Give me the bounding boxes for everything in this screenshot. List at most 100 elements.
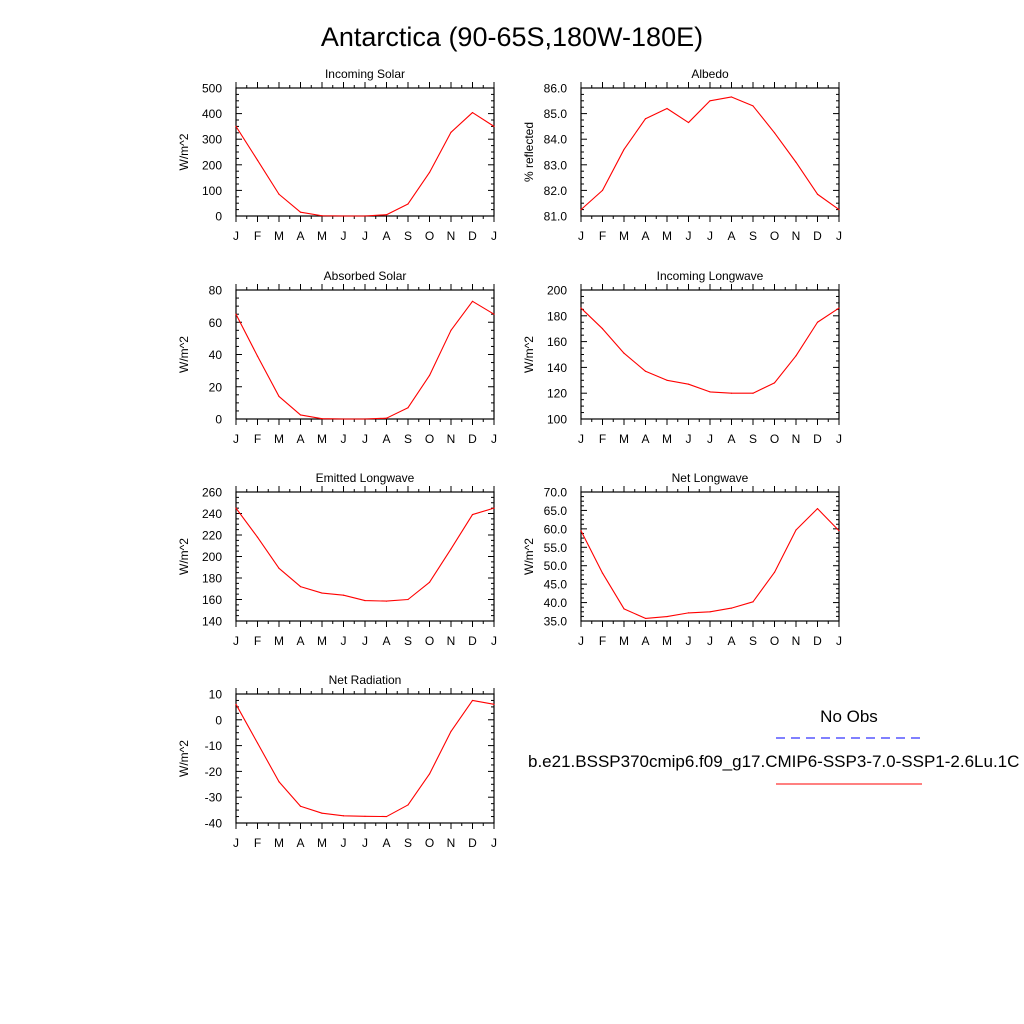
absorbed-solar-xtick-label: J: [233, 432, 239, 446]
incoming-solar-point: [321, 215, 323, 217]
net-longwave-ytick-label: 70.0: [544, 486, 568, 500]
absorbed-solar-point: [235, 313, 237, 315]
albedo-xtick-label: M: [619, 229, 629, 243]
incoming-solar-xtick-label: O: [425, 229, 434, 243]
albedo-ylabel: % reflected: [522, 122, 536, 182]
incoming-solar-point: [385, 214, 388, 216]
albedo-panel: J F M A M J J A S O N D J81.082.083.084.085.086.0Alb…: [522, 67, 842, 243]
albedo-series-line: [580, 96, 840, 211]
net-longwave-point: [580, 530, 582, 532]
absorbed-solar-xtick-label: S: [404, 432, 412, 446]
emitted-longwave-point: [471, 513, 474, 516]
absorbed-solar-point: [428, 374, 431, 377]
emitted-longwave-panel: J F M A M J J A S O N D J140160180200220240260Emitte…: [177, 471, 497, 648]
net-longwave-panel: J F M A M J J A S O N D J35.040.045.050.055.060.065.…: [522, 471, 842, 648]
emitted-longwave-xtick-label: A: [296, 634, 304, 648]
incoming-longwave-xtick-label: M: [619, 432, 629, 446]
absorbed-solar-xtick-label: M: [274, 432, 284, 446]
net-radiation-xtick-label: J: [341, 836, 347, 850]
incoming-longwave-ytick-label: 160: [547, 335, 567, 349]
absorbed-solar-ytick-label: 20: [209, 380, 223, 394]
net-longwave-ytick-label: 50.0: [544, 559, 568, 573]
incoming-solar-point: [364, 215, 366, 217]
incoming-solar-ytick-label: 100: [202, 184, 222, 198]
net-longwave-ylabel: W/m^2: [522, 538, 536, 575]
net-radiation-xtick-label: J: [362, 836, 368, 850]
albedo-point: [752, 105, 754, 107]
albedo-point: [623, 148, 625, 151]
net-radiation-xtick-label: M: [317, 836, 327, 850]
emitted-longwave-point: [493, 507, 495, 509]
emitted-longwave-ytick-label: 240: [202, 507, 222, 521]
incoming-solar-ytick-label: 500: [202, 82, 222, 96]
albedo-point: [816, 193, 819, 195]
absorbed-solar-point: [278, 395, 280, 398]
net-radiation-xtick-label: S: [404, 836, 412, 850]
emitted-longwave-point: [450, 548, 452, 550]
incoming-solar-point: [256, 159, 259, 161]
absorbed-solar-xtick-label: N: [447, 432, 456, 446]
net-longwave-xtick-label: J: [707, 634, 713, 648]
emitted-longwave-point: [278, 567, 280, 569]
net-radiation-point: [428, 773, 431, 775]
net-longwave-point: [773, 571, 776, 573]
net-radiation-frame: [235, 693, 495, 824]
incoming-longwave-ytick-label: 120: [547, 387, 567, 401]
incoming-solar-title: Incoming Solar: [325, 67, 405, 81]
emitted-longwave-xtick-label: J: [491, 634, 497, 648]
incoming-solar-xtick-label: J: [491, 229, 497, 243]
net-radiation-xtick-label: J: [233, 836, 239, 850]
incoming-longwave-point: [601, 328, 604, 330]
absorbed-solar-xtick-label: J: [341, 432, 347, 446]
incoming-longwave-point: [838, 307, 840, 309]
albedo-ytick-label: 81.0: [544, 210, 568, 224]
absorbed-solar-point: [364, 418, 366, 420]
emitted-longwave-ytick-label: 200: [202, 550, 222, 564]
incoming-solar-point: [471, 111, 474, 114]
emitted-longwave-point: [364, 599, 366, 602]
net-radiation-xtick-label: A: [382, 836, 390, 850]
net-radiation-point: [450, 730, 452, 733]
net-radiation-xtick-label: D: [468, 836, 477, 850]
net-longwave-point: [838, 530, 840, 532]
albedo-point: [580, 209, 582, 211]
albedo-xtick-label: O: [770, 229, 779, 243]
net-longwave-xtick-label: D: [813, 634, 822, 648]
incoming-solar-ytick-label: 300: [202, 133, 222, 147]
albedo-xtick-label: D: [813, 229, 822, 243]
net-radiation-point: [364, 815, 366, 817]
incoming-solar-ytick-label: 0: [215, 210, 222, 224]
net-longwave-point: [687, 612, 690, 614]
absorbed-solar-ylabel: W/m^2: [177, 336, 191, 373]
absorbed-solar-ytick-label: 40: [209, 348, 223, 362]
incoming-longwave-xtick-label: O: [770, 432, 779, 446]
legend-obs-label: No Obs: [820, 707, 878, 726]
albedo-xtick-label: S: [749, 229, 757, 243]
net-radiation-series-line: [235, 699, 495, 818]
absorbed-solar-xtick-label: F: [254, 432, 261, 446]
incoming-longwave-ylabel: W/m^2: [522, 336, 536, 373]
net-radiation-xtick-label: O: [425, 836, 434, 850]
incoming-longwave-series-line: [580, 307, 840, 394]
incoming-longwave-point: [730, 392, 733, 394]
albedo-point: [795, 161, 797, 163]
incoming-longwave-xtick-label: J: [707, 432, 713, 446]
incoming-longwave-xtick-label: N: [792, 432, 801, 446]
net-radiation-xtick-label: J: [491, 836, 497, 850]
albedo-xtick-label: N: [792, 229, 801, 243]
emitted-longwave-point: [342, 594, 345, 596]
incoming-longwave-point: [644, 370, 647, 372]
incoming-solar-series-line: [235, 112, 495, 217]
albedo-point: [644, 118, 647, 120]
net-longwave-point: [623, 608, 625, 610]
emitted-longwave-point: [256, 536, 259, 538]
incoming-longwave-point: [666, 379, 668, 381]
net-longwave-ytick-label: 40.0: [544, 596, 568, 610]
incoming-longwave-xtick-label: S: [749, 432, 757, 446]
absorbed-solar-frame: [235, 289, 495, 420]
incoming-longwave-point: [773, 382, 776, 384]
albedo-xtick-label: A: [641, 229, 649, 243]
